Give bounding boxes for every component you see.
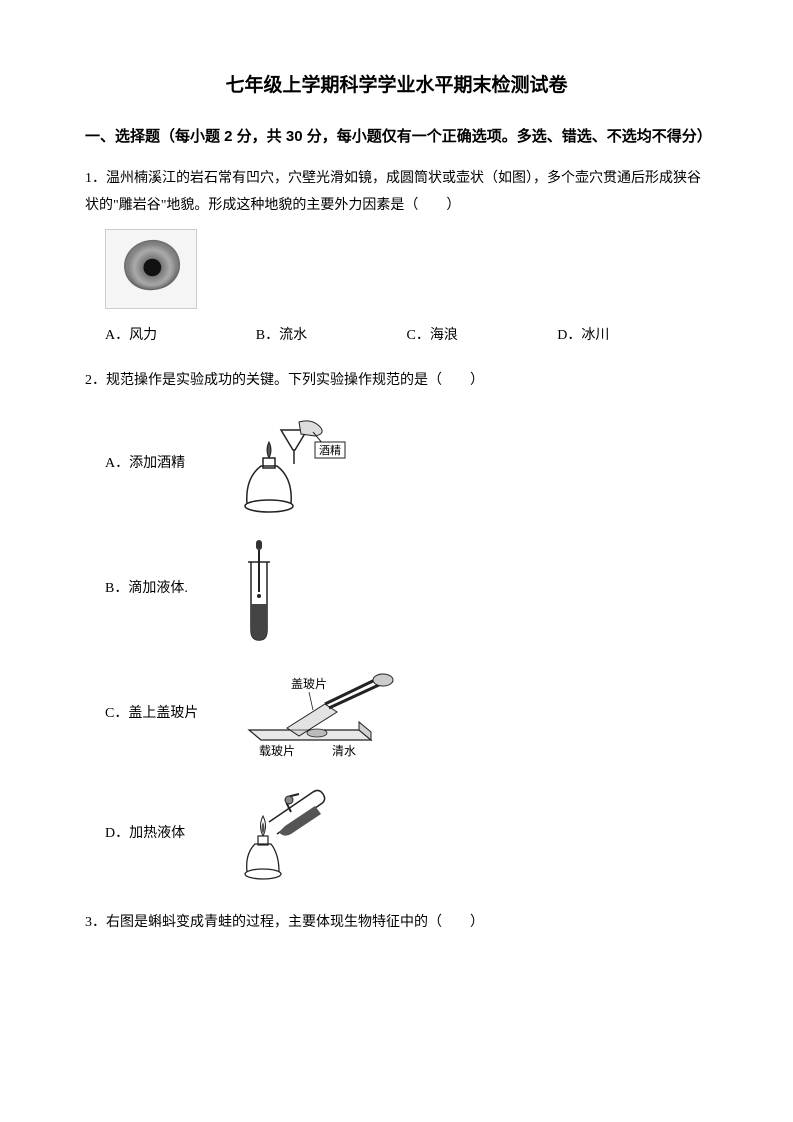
q3-number: 3． — [85, 915, 106, 930]
q2-option-c-row: C．盖上盖玻片 盖玻片 — [105, 670, 708, 758]
q1-stem-line1: 温州楠溪江的岩石常有凹穴，穴壁光滑如镜，成圆筒状或壶状（如图），多个壶穴贯通后形… — [106, 171, 701, 186]
q3-stem: 3．右图是蝌蚪变成青蛙的过程，主要体现生物特征中的（ ） — [85, 910, 708, 937]
q1-rock-image — [105, 229, 197, 309]
question-1: 1．温州楠溪江的岩石常有凹穴，穴壁光滑如镜，成圆筒状或壶状（如图），多个壶穴贯通… — [85, 166, 708, 350]
q1-option-b: B．流水 — [256, 323, 407, 350]
q2-figure-a: 酒精 — [229, 420, 349, 508]
q1-number: 1． — [85, 171, 106, 186]
q2c-top-label: 盖玻片 — [291, 677, 327, 691]
q2-stem-text: 规范操作是实验成功的关键。下列实验操作规范的是（ ） — [106, 373, 484, 388]
q1-stem-line2: 状的"雕岩谷"地貌。形成这种地貌的主要外力因素是（ ） — [85, 198, 460, 213]
q2c-bl-label: 载玻片 — [259, 744, 295, 758]
question-3: 3．右图是蝌蚪变成青蛙的过程，主要体现生物特征中的（ ） — [85, 910, 708, 937]
exam-page: 七年级上学期科学学业水平期末检测试卷 一、选择题（每小题 2 分，共 30 分，… — [0, 0, 793, 1015]
dropper-tube-icon — [229, 534, 289, 644]
q1-option-a: A．风力 — [105, 323, 256, 350]
page-title: 七年级上学期科学学业水平期末检测试卷 — [85, 70, 708, 97]
q2-figure-b — [229, 534, 289, 644]
q2-figure-d — [229, 784, 339, 884]
q2a-label-text: 酒精 — [319, 444, 341, 457]
pothole-rock-icon — [121, 237, 183, 294]
q2-stem: 2．规范操作是实验成功的关键。下列实验操作规范的是（ ） — [85, 368, 708, 395]
q2-option-a: A．添加酒精 — [105, 451, 215, 478]
q2-option-d: D．加热液体 — [105, 821, 215, 848]
q2-option-b-row: B．滴加液体. — [105, 534, 708, 644]
q2c-br-label: 清水 — [332, 744, 356, 758]
q1-options: A．风力 B．流水 C．海浪 D．冰川 — [105, 323, 708, 350]
q3-stem-text: 右图是蝌蚪变成青蛙的过程，主要体现生物特征中的（ ） — [106, 915, 484, 930]
q1-figure — [105, 229, 708, 309]
q2-options: A．添加酒精 — [105, 420, 708, 884]
section-1-heading: 一、选择题（每小题 2 分，共 30 分，每小题仅有一个正确选项。多选、错选、不… — [85, 125, 708, 146]
heating-tube-icon — [229, 784, 339, 884]
q2-figure-c: 盖玻片 载玻片 清水 — [229, 670, 399, 758]
q2-option-a-row: A．添加酒精 — [105, 420, 708, 508]
alcohol-lamp-icon: 酒精 — [229, 420, 349, 515]
cover-slip-icon: 盖玻片 载玻片 清水 — [229, 670, 399, 758]
q2-option-d-row: D．加热液体 — [105, 784, 708, 884]
question-2: 2．规范操作是实验成功的关键。下列实验操作规范的是（ ） A．添加酒精 — [85, 368, 708, 885]
q1-stem: 1．温州楠溪江的岩石常有凹穴，穴壁光滑如镜，成圆筒状或壶状（如图），多个壶穴贯通… — [85, 166, 708, 219]
q2-option-b: B．滴加液体. — [105, 576, 215, 603]
q2-option-c: C．盖上盖玻片 — [105, 701, 215, 728]
q1-option-d: D．冰川 — [557, 323, 708, 350]
q1-option-c: C．海浪 — [407, 323, 558, 350]
q2-number: 2． — [85, 373, 106, 388]
